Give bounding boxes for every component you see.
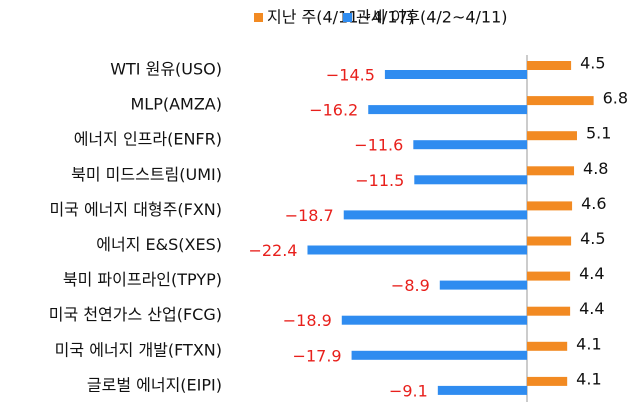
value-label: −18.9 <box>283 311 332 330</box>
bar <box>527 271 571 281</box>
value-label: 4.6 <box>581 194 606 213</box>
bar <box>527 341 568 351</box>
category-label: 글로벌 에너지(EIPI) <box>87 375 222 394</box>
value-label: 4.1 <box>576 334 601 353</box>
bar <box>527 61 572 70</box>
bar <box>413 140 527 150</box>
category-label: 미국 천연가스 산업(FCG) <box>49 305 222 324</box>
value-label: −14.5 <box>326 66 375 85</box>
value-label: 6.8 <box>603 89 628 108</box>
value-label: 4.8 <box>583 159 608 178</box>
bar <box>343 210 527 220</box>
category-label: WTI 원유(USO) <box>110 60 222 79</box>
value-label: −11.6 <box>354 136 403 155</box>
category-label: 북미 미드스트림(UMI) <box>71 165 222 184</box>
bar <box>439 280 527 290</box>
bar <box>527 376 568 386</box>
category-label: MLP(AMZA) <box>130 95 222 114</box>
bar <box>527 96 594 106</box>
bar <box>307 245 527 255</box>
bar <box>527 166 575 176</box>
value-label: 4.5 <box>580 229 605 248</box>
value-label: 4.4 <box>579 264 604 283</box>
value-label: 4.4 <box>579 299 604 318</box>
legend-label: 지난 주(4/11~4/17) <box>267 8 414 27</box>
category-label: 북미 파이프라인(TPYP) <box>63 270 222 289</box>
bar <box>384 70 527 79</box>
value-label: −16.2 <box>309 101 358 120</box>
value-label: −11.5 <box>355 171 404 190</box>
legend-swatch <box>343 13 352 22</box>
value-label: −8.9 <box>391 276 430 295</box>
category-label: 미국 에너지 대형주(FXN) <box>49 200 222 219</box>
bar <box>527 236 572 246</box>
legend-swatch <box>254 13 263 22</box>
bar <box>341 315 527 325</box>
value-label: −18.7 <box>285 206 334 225</box>
bar <box>527 131 577 141</box>
category-label: 미국 에너지 개발(FTXN) <box>55 340 222 359</box>
value-label: 4.1 <box>576 369 601 388</box>
value-label: −17.9 <box>293 346 342 365</box>
value-label: 5.1 <box>586 124 611 143</box>
value-label: −9.1 <box>389 381 428 400</box>
bar <box>351 350 527 360</box>
category-label: 에너지 E&S(XES) <box>96 235 222 254</box>
bar <box>527 306 571 316</box>
legend-label: 관세 이후(4/2~4/11) <box>356 8 508 27</box>
value-label: −22.4 <box>248 241 297 260</box>
bar <box>414 175 527 185</box>
bar <box>437 385 527 395</box>
bar <box>368 105 527 115</box>
value-label: 4.5 <box>580 54 605 73</box>
bar <box>527 201 573 211</box>
category-label: 에너지 인프라(ENFR) <box>74 130 222 149</box>
